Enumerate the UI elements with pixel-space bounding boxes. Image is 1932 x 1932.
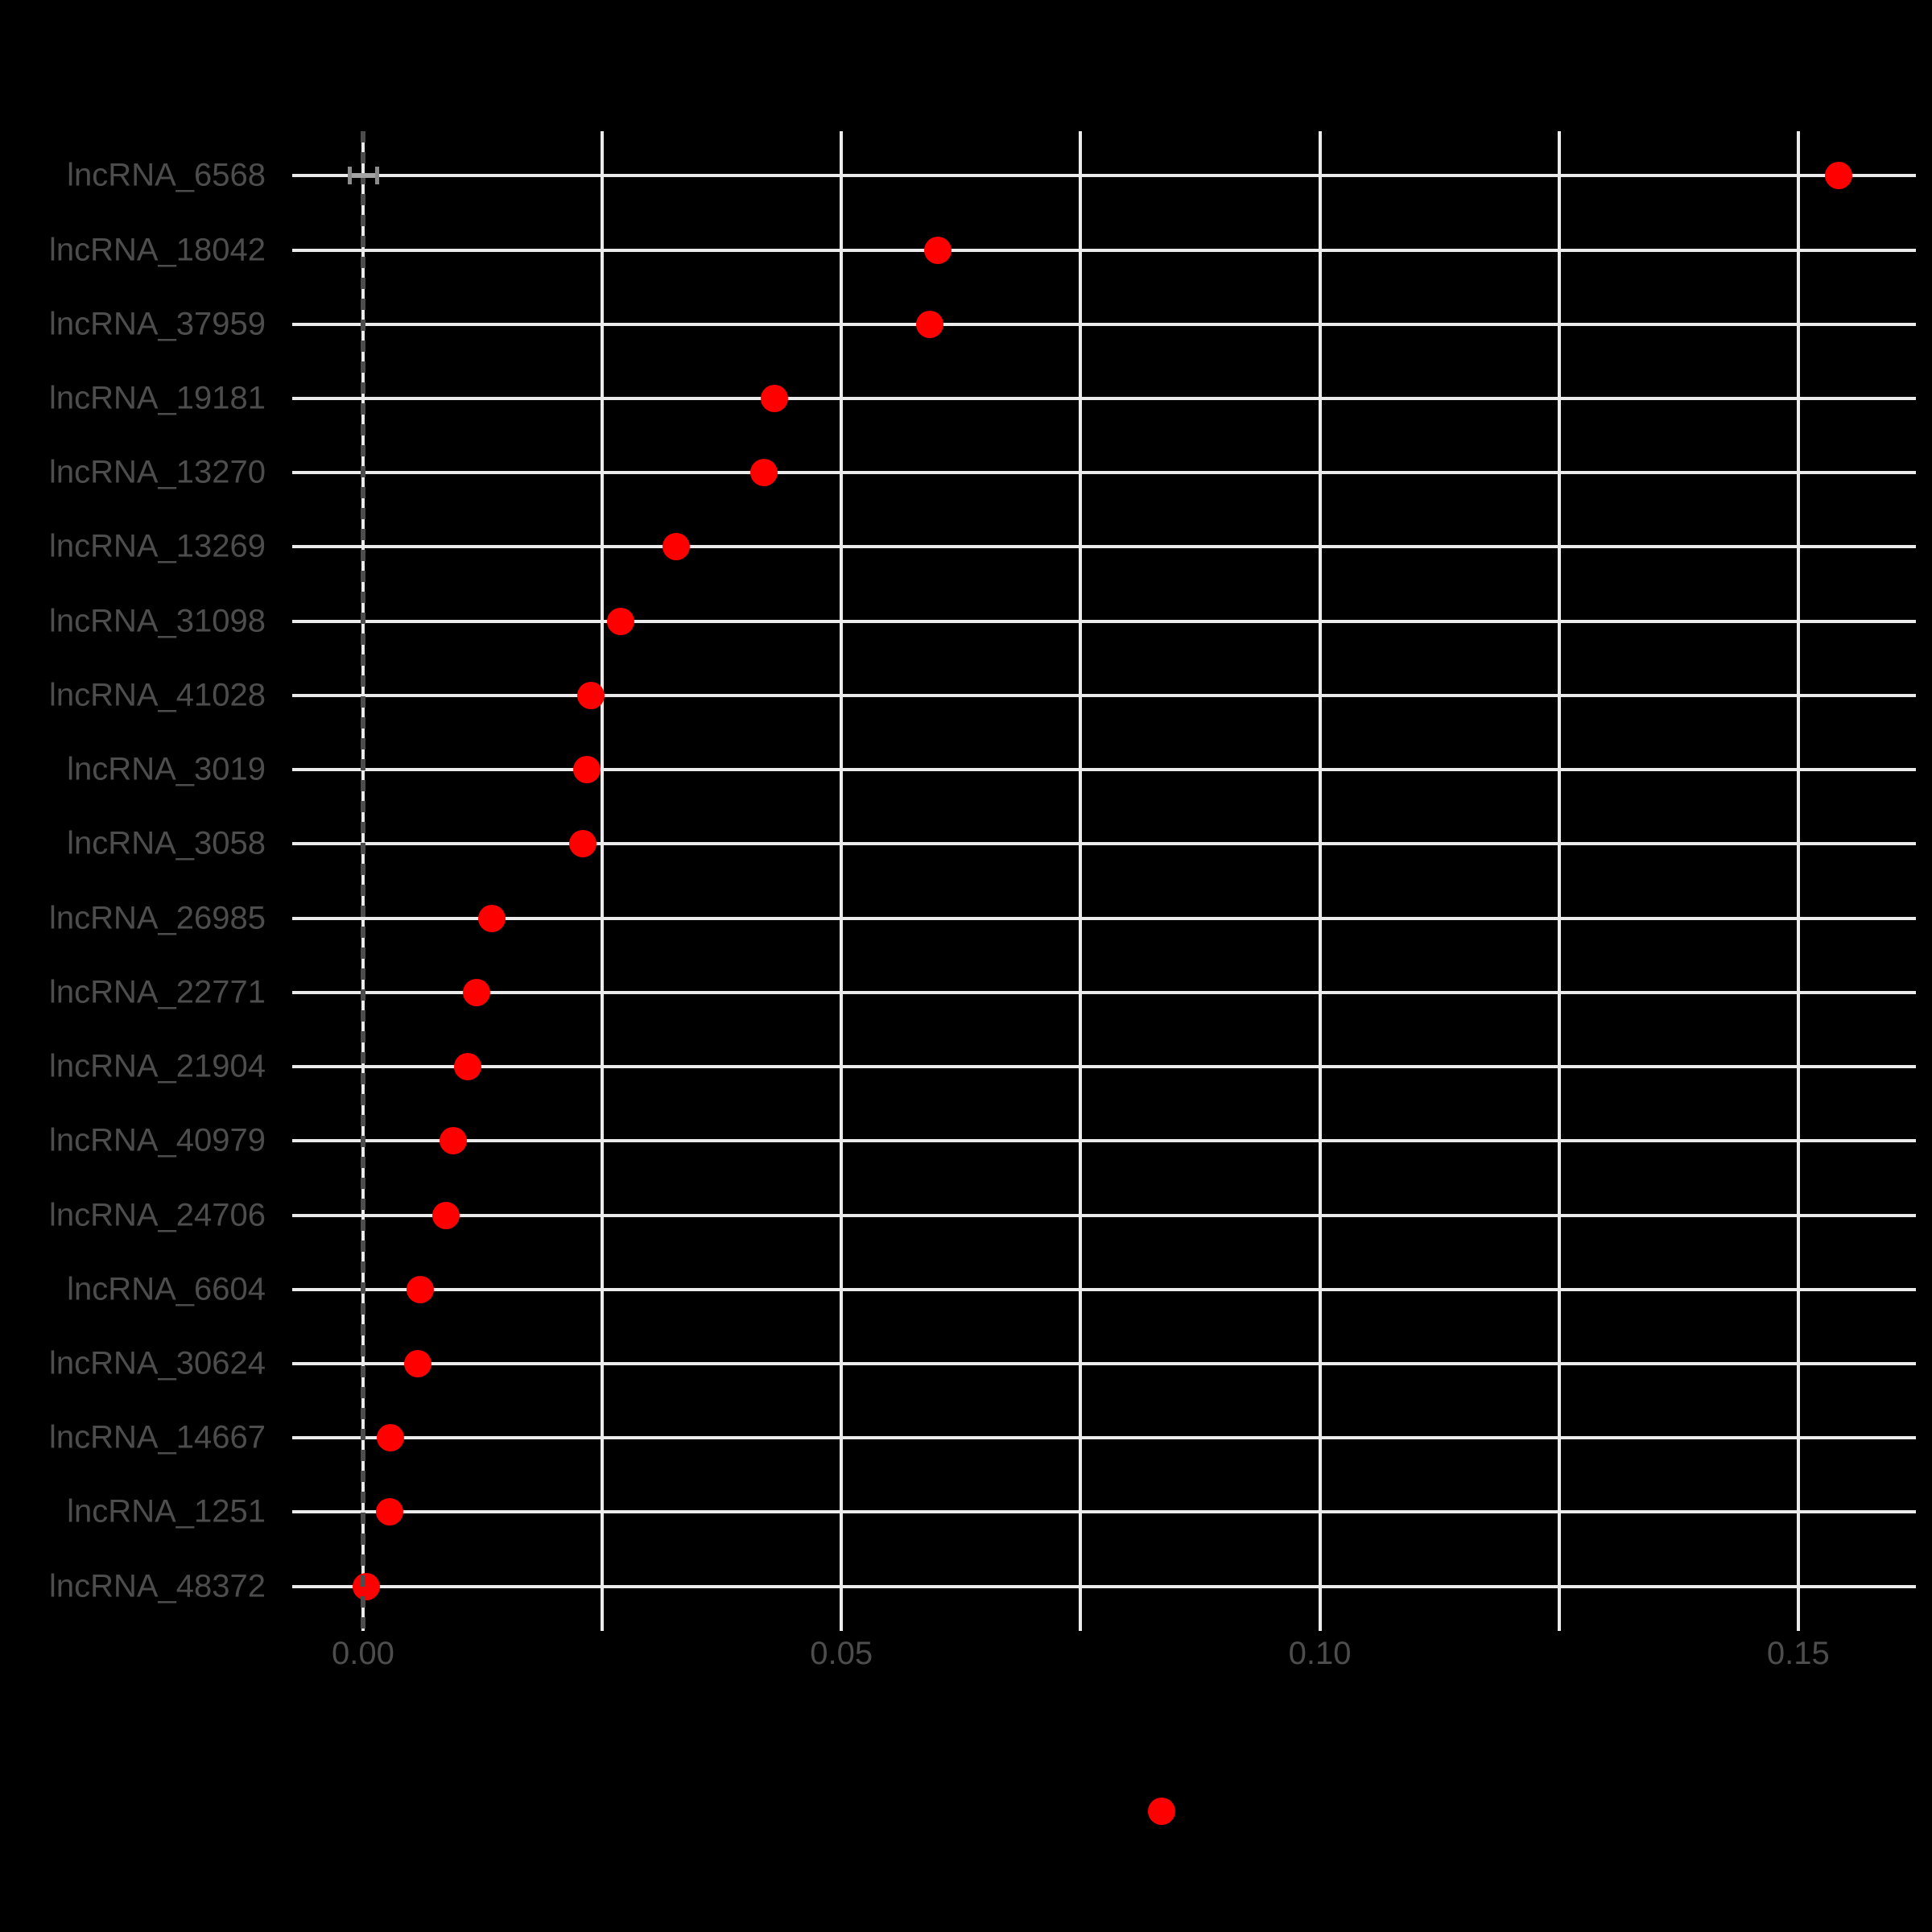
error-bar-cap [347, 167, 352, 185]
y-gridline [292, 1361, 1916, 1365]
category-label: lncRNA_19181 [48, 380, 266, 416]
x-tick-label: 0.15 [1766, 1636, 1830, 1671]
y-gridline [292, 842, 1916, 846]
y-gridline [292, 916, 1916, 920]
y-gridline [292, 768, 1916, 772]
category-label: lncRNA_22771 [48, 974, 266, 1010]
y-gridline [292, 1436, 1916, 1440]
y-gridline [292, 1213, 1916, 1217]
error-bar-cap [375, 167, 380, 185]
x-tick-label: 0.00 [332, 1636, 394, 1671]
category-label: lncRNA_30624 [48, 1345, 266, 1381]
data-point [403, 1349, 431, 1377]
data-point [478, 904, 506, 932]
category-label: lncRNA_3019 [67, 751, 266, 787]
category-label: lncRNA_41028 [48, 677, 266, 713]
data-point [749, 459, 778, 487]
category-label: lncRNA_31098 [48, 603, 266, 639]
y-gridline [292, 1584, 1916, 1588]
x-gridline-minor [1557, 131, 1561, 1631]
y-gridline [292, 174, 1916, 178]
y-gridline [292, 619, 1916, 623]
x-tick-label: 0.05 [810, 1636, 873, 1671]
data-point [576, 681, 605, 709]
data-point [453, 1053, 481, 1081]
data-point [761, 385, 789, 413]
category-label: lncRNA_3058 [67, 825, 266, 861]
data-point [1824, 162, 1852, 190]
category-label: lncRNA_13269 [48, 528, 266, 564]
y-gridline [292, 1139, 1916, 1143]
y-gridline [292, 397, 1916, 401]
category-label: lncRNA_6604 [67, 1271, 266, 1307]
data-point [606, 607, 634, 635]
data-point [439, 1127, 467, 1155]
y-gridline [292, 990, 1916, 994]
category-label: lncRNA_48372 [48, 1568, 266, 1604]
category-label: lncRNA_18042 [48, 232, 266, 268]
data-point [432, 1201, 460, 1229]
x-gridline-major [840, 131, 844, 1631]
x-gridline-minor [1079, 131, 1083, 1631]
legend-point-marker [1148, 1798, 1175, 1825]
category-label: lncRNA_40979 [48, 1122, 266, 1158]
data-point [573, 756, 601, 784]
data-point [569, 830, 597, 858]
category-label: lncRNA_21904 [48, 1048, 266, 1084]
category-label: lncRNA_6568 [67, 157, 266, 193]
data-point [915, 310, 943, 338]
data-point [924, 236, 952, 264]
category-label: lncRNA_37959 [48, 306, 266, 342]
data-point [407, 1275, 435, 1303]
x-gridline-major [1796, 131, 1800, 1631]
y-gridline [292, 1287, 1916, 1291]
data-point [376, 1498, 404, 1526]
y-gridline [292, 1065, 1916, 1069]
category-label: lncRNA_1251 [67, 1493, 266, 1530]
y-gridline [292, 1510, 1916, 1514]
data-point [662, 533, 690, 561]
zero-reference-line [360, 131, 365, 1631]
category-label: lncRNA_13270 [48, 454, 266, 490]
category-label: lncRNA_24706 [48, 1197, 266, 1233]
x-tick-label: 0.10 [1288, 1636, 1352, 1671]
y-gridline [292, 322, 1916, 326]
y-gridline [292, 545, 1916, 549]
x-gridline-major [1318, 131, 1322, 1631]
data-point [377, 1424, 405, 1452]
category-label: lncRNA_26985 [48, 900, 266, 936]
data-point [352, 1572, 380, 1600]
y-gridline [292, 693, 1916, 697]
error-bar [349, 173, 378, 179]
y-gridline [292, 248, 1916, 252]
x-gridline-minor [601, 131, 605, 1631]
y-gridline [292, 471, 1916, 475]
data-point [463, 978, 491, 1006]
category-label: lncRNA_14667 [48, 1419, 266, 1455]
